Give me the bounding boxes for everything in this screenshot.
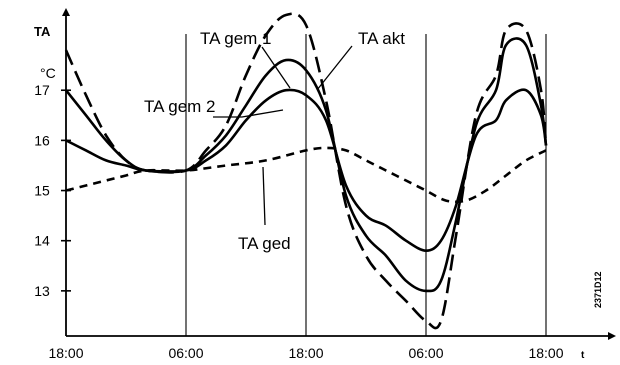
y-tick-label: 16	[34, 132, 50, 148]
y-tick-label: 13	[34, 283, 50, 299]
label-ta-akt: TA akt	[358, 29, 405, 48]
y-axis-unit: °C	[40, 65, 56, 81]
series-line-ta-ged	[65, 146, 547, 204]
leader-ta-ged	[262, 166, 266, 226]
label-ta-gem-1: TA gem 1	[200, 29, 272, 48]
x-tick-label: 06:00	[168, 345, 203, 361]
annotations: TA akt TA gem 1 TA gem 2 TA ged	[144, 29, 405, 253]
figure-code: 2371D12	[593, 271, 603, 308]
y-tick-label: 15	[34, 183, 50, 199]
x-ticks: 18:00 06:00 18:00 06:00 18:00	[48, 345, 563, 361]
y-tick-label: 14	[34, 233, 50, 249]
series-line-ta-akt	[64, 12, 548, 330]
leader-ta-gem-1	[261, 46, 291, 89]
series-lines	[64, 12, 548, 330]
leader-ta-akt	[316, 45, 353, 91]
vertical-gridlines	[185, 34, 547, 336]
x-tick-label: 18:00	[288, 345, 323, 361]
label-ta-ged: TA ged	[238, 234, 291, 253]
x-tick-label: 18:00	[528, 345, 563, 361]
y-ticks: 13 14 15 16 17	[34, 82, 71, 299]
y-axis-label: TA	[34, 24, 51, 39]
leader-ta-gem-2	[213, 109, 284, 118]
x-axis-label: t	[581, 350, 585, 361]
x-tick-label: 18:00	[48, 345, 83, 361]
y-tick-label: 17	[34, 82, 50, 98]
label-ta-gem-2: TA gem 2	[144, 97, 216, 116]
x-tick-label: 06:00	[408, 345, 443, 361]
